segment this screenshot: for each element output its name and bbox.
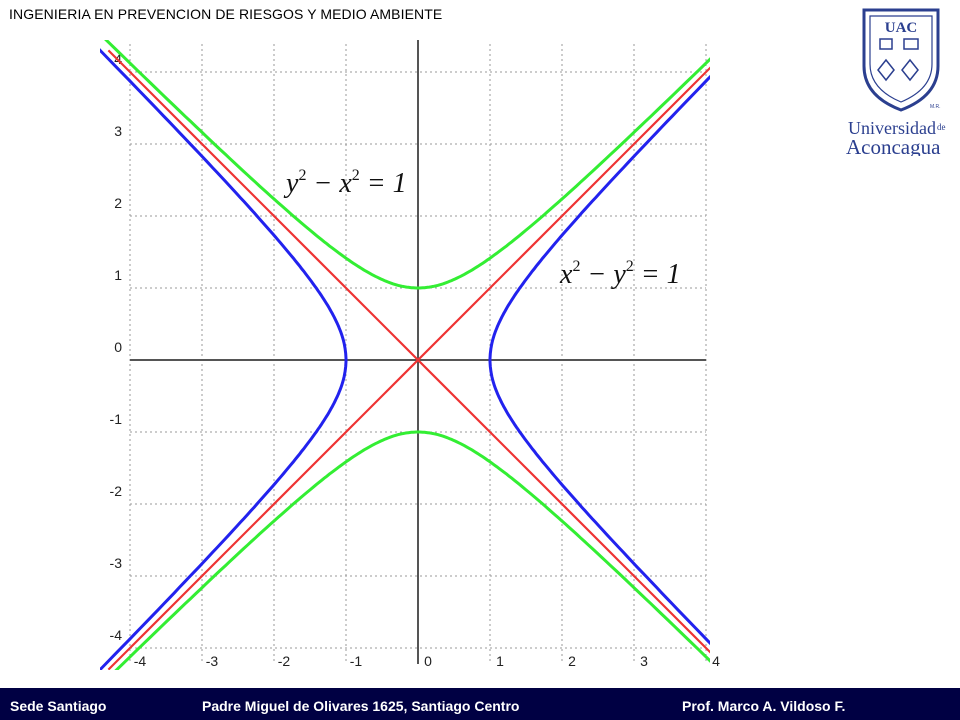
x-tick-label: -4 bbox=[134, 653, 147, 669]
logo-name-line1: Universidadde bbox=[848, 118, 945, 138]
y-tick-label: -1 bbox=[110, 411, 123, 427]
university-seal-icon: UAC M.R. bbox=[862, 8, 941, 112]
footer-professor: Prof. Marco A. Vildoso F. bbox=[682, 698, 846, 714]
x-tick-label: -3 bbox=[206, 653, 219, 669]
logo-monogram: UAC bbox=[885, 20, 918, 36]
footer-bar: Sede Santiago Padre Miguel de Olivares 1… bbox=[0, 688, 960, 720]
hyperbola-branch-right bbox=[488, 74, 710, 646]
x-tick-label: 4 bbox=[712, 653, 720, 669]
logo-name-line2: Aconcagua bbox=[846, 135, 941, 156]
y-tick-label: 1 bbox=[114, 267, 122, 283]
y-tick-label: -3 bbox=[110, 555, 123, 571]
x-tick-label: 2 bbox=[568, 653, 576, 669]
y-tick-label: -2 bbox=[110, 483, 123, 499]
x-tick-label: 3 bbox=[640, 653, 648, 669]
y-tick-label: 0 bbox=[114, 339, 122, 355]
y-tick-label: -4 bbox=[110, 627, 123, 643]
university-logo: UAC M.R. Universidadde Aconcagua bbox=[846, 8, 945, 156]
footer-campus: Sede Santiago bbox=[10, 698, 107, 714]
equation-label-green: y2 − x2 = 1 bbox=[283, 167, 407, 199]
y-tick-label: 2 bbox=[114, 195, 122, 211]
logo-mark: M.R. bbox=[930, 104, 941, 110]
y-tick-label: 3 bbox=[114, 123, 122, 139]
asymptote-line bbox=[107, 49, 710, 654]
hyperbola-chart: -4-3-2-10123443210-1-2-3-4 y2 − x2 = 1x2… bbox=[100, 40, 720, 670]
x-tick-label: -2 bbox=[278, 653, 291, 669]
footer-address: Padre Miguel de Olivares 1625, Santiago … bbox=[202, 698, 520, 714]
x-tick-label: 0 bbox=[424, 653, 432, 669]
equation-label-blue: x2 − y2 = 1 bbox=[559, 258, 681, 290]
header-title: INGENIERIA EN PREVENCION DE RIESGOS Y ME… bbox=[9, 6, 443, 22]
hyperbola-branch-left bbox=[100, 48, 348, 670]
x-tick-label: -1 bbox=[350, 653, 363, 669]
hyperbola-branch-upper bbox=[104, 40, 710, 290]
hyperbola-branch-lower bbox=[114, 430, 710, 670]
x-tick-label: 1 bbox=[496, 653, 504, 669]
